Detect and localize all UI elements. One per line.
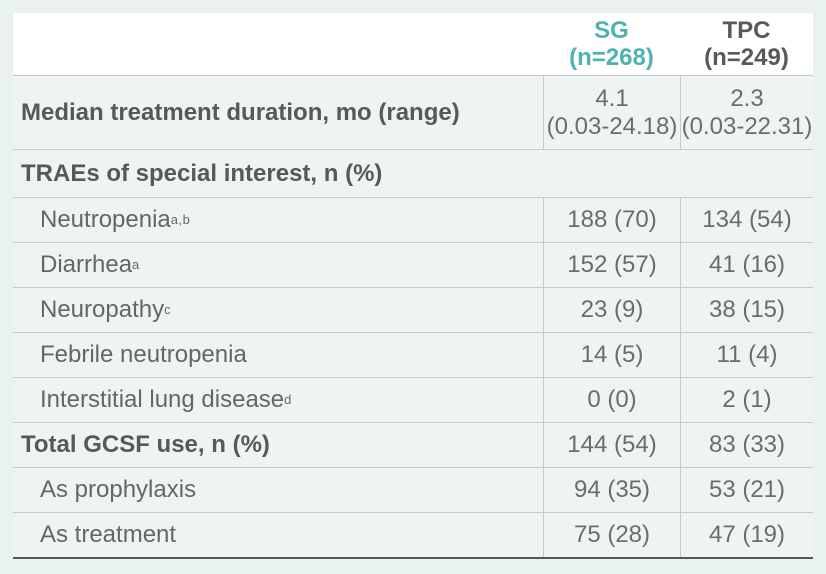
row-label-text: Median treatment duration, mo (range)	[21, 98, 460, 126]
row-label: Total GCSF use, n (%)	[13, 423, 543, 467]
tpc-value-cell: 2 (1)	[680, 378, 813, 422]
sg-value-cell: 0 (0)	[543, 378, 680, 422]
column-header-tpc: TPC (n=249)	[680, 13, 813, 75]
sg-value-cell: 4.1 (0.03-24.18)	[543, 76, 680, 149]
sg-value-cell: 94 (35)	[543, 468, 680, 512]
column-header-sg: SG (n=268)	[543, 13, 680, 75]
row-label: Neuropathy c	[40, 296, 172, 323]
value-line: 2.3	[730, 84, 764, 112]
row-label-text: Diarrhea	[40, 251, 133, 278]
row-label: Neutropenia a,b	[40, 206, 191, 233]
table-row: As prophylaxis 94 (35) 53 (21)	[13, 467, 813, 512]
tpc-value-cell: 11 (4)	[680, 333, 813, 377]
table-row: Diarrhea a 152 (57) 41 (16)	[13, 242, 813, 287]
row-label-text: TRAEs of special interest, n (%)	[21, 159, 383, 187]
row-label: As prophylaxis	[13, 468, 543, 512]
row-label-text: Neuropathy	[40, 296, 165, 323]
row-label: Median treatment duration, mo (range)	[13, 76, 543, 149]
sg-value-cell: 14 (5)	[543, 333, 680, 377]
row-label: TRAEs of special interest, n (%)	[13, 150, 813, 197]
tpc-arm-n: (n=249)	[704, 44, 789, 71]
table-row: Neuropathy c 23 (9) 38 (15)	[13, 287, 813, 332]
tpc-value-cell: 53 (21)	[680, 468, 813, 512]
clinical-results-table: SG (n=268) TPC (n=249) Median treatment …	[13, 13, 813, 559]
table-row: Neutropenia a,b 188 (70) 134 (54)	[13, 197, 813, 242]
tpc-value-cell: 41 (16)	[680, 243, 813, 287]
sg-value-cell: 75 (28)	[543, 513, 680, 557]
sg-value-cell: 23 (9)	[543, 288, 680, 332]
sg-arm-name: SG	[594, 17, 629, 44]
row-label-text: As treatment	[40, 521, 177, 548]
header-spacer	[13, 13, 543, 75]
table-row: Median treatment duration, mo (range) 4.1…	[13, 75, 813, 149]
value-line: (0.03-22.31)	[681, 112, 813, 140]
row-label-text: As prophylaxis	[40, 476, 197, 503]
table-body: Median treatment duration, mo (range) 4.1…	[13, 75, 813, 557]
sg-value-cell: 188 (70)	[543, 198, 680, 242]
row-label-text: Interstitial lung disease	[40, 386, 285, 413]
tpc-value-cell: 47 (19)	[680, 513, 813, 557]
table-row: As treatment 75 (28) 47 (19)	[13, 512, 813, 557]
table-row: Interstitial lung disease d 0 (0) 2 (1)	[13, 377, 813, 422]
table-row: Total GCSF use, n (%) 144 (54) 83 (33)	[13, 422, 813, 467]
table-row: Febrile neutropenia 14 (5) 11 (4)	[13, 332, 813, 377]
row-label-text: Total GCSF use, n (%)	[21, 431, 270, 458]
row-label-text: Neutropenia	[40, 206, 171, 233]
table-row: TRAEs of special interest, n (%)	[13, 149, 813, 197]
row-label: Interstitial lung disease d	[40, 386, 292, 413]
tpc-arm-name: TPC	[722, 17, 771, 44]
row-label: As treatment	[13, 513, 543, 557]
sg-value-cell: 144 (54)	[543, 423, 680, 467]
row-label: Febrile neutropenia	[13, 333, 543, 377]
value-line: (0.03-24.18)	[546, 112, 678, 140]
tpc-value-cell: 83 (33)	[680, 423, 813, 467]
tpc-value-cell: 2.3 (0.03-22.31)	[680, 76, 813, 149]
table-header-row: SG (n=268) TPC (n=249)	[13, 13, 813, 75]
row-label-text: Febrile neutropenia	[40, 341, 247, 368]
value-line: 4.1	[595, 84, 629, 112]
row-label: Diarrhea a	[40, 251, 140, 278]
tpc-value-cell: 38 (15)	[680, 288, 813, 332]
tpc-value-cell: 134 (54)	[680, 198, 813, 242]
sg-arm-n: (n=268)	[569, 44, 654, 71]
sg-value-cell: 152 (57)	[543, 243, 680, 287]
